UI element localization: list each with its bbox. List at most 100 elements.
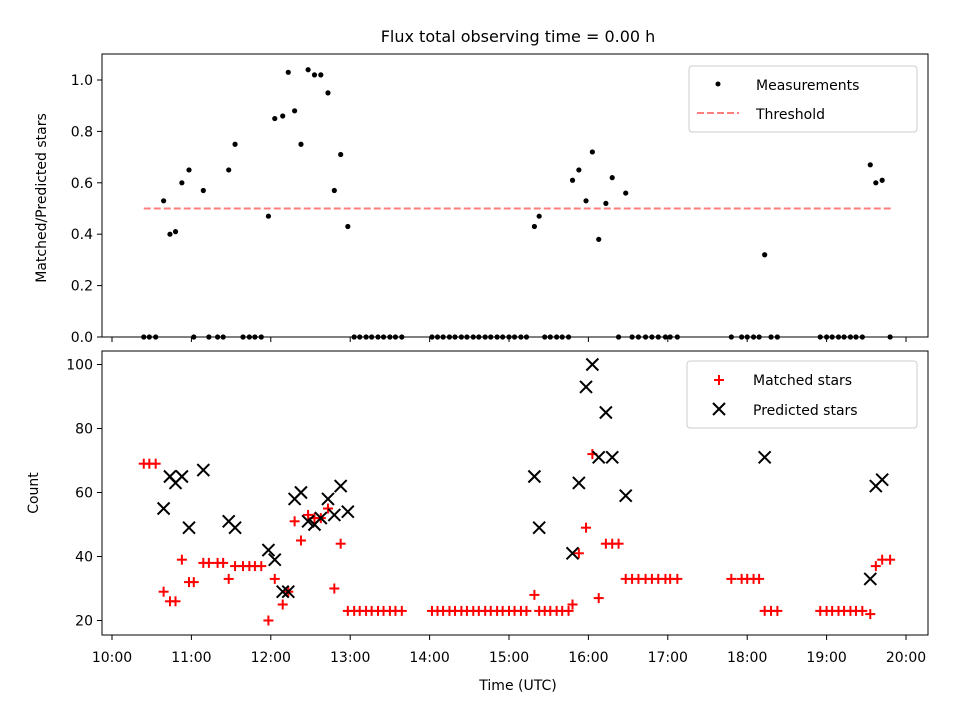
measurement-point xyxy=(750,334,757,340)
measurement-point xyxy=(559,334,565,340)
count-y-axis-label: Count xyxy=(26,472,42,514)
figure-title: Flux total observing time = 0.00 h xyxy=(381,27,656,46)
predicted-stars-point xyxy=(321,492,335,506)
predicted-stars-point xyxy=(301,514,315,529)
measurement-point xyxy=(167,231,173,237)
x-tick-label: 12:00 xyxy=(251,650,291,666)
measurement-point xyxy=(867,162,873,168)
measurement-point xyxy=(756,334,762,340)
predicted-stars-point xyxy=(156,501,171,516)
measurement-point xyxy=(240,334,246,340)
matched-stars-point xyxy=(335,538,346,549)
matched-stars-point xyxy=(521,605,532,616)
predicted-stars-point xyxy=(228,520,242,535)
measurement-point xyxy=(774,334,780,340)
count-legend-box xyxy=(686,360,918,429)
measurement-point xyxy=(338,151,344,158)
matched-stars-point xyxy=(726,573,737,584)
count-y-tick-label: 60 xyxy=(75,486,93,502)
matched-stars-point xyxy=(269,573,280,584)
measurement-point xyxy=(603,200,609,206)
measurements-legend-marker xyxy=(715,81,721,87)
measurement-point xyxy=(667,334,673,340)
measurement-point xyxy=(662,334,669,340)
measurement-point xyxy=(153,334,159,340)
predicted-stars-point xyxy=(592,450,606,465)
measurement-point xyxy=(215,334,221,340)
matched-stars-point xyxy=(203,557,214,568)
measurement-point xyxy=(280,113,286,119)
measurement-point xyxy=(841,334,847,340)
ratio-y-tick-label: 0.4 xyxy=(71,227,93,243)
matched-stars-point xyxy=(289,516,300,527)
measurement-point xyxy=(258,334,264,340)
measurement-point xyxy=(596,236,602,242)
measurement-point xyxy=(265,213,272,219)
measurement-point xyxy=(272,115,278,122)
matched-stars-point xyxy=(865,609,876,620)
measurement-point xyxy=(728,334,734,340)
measurement-point xyxy=(500,334,506,340)
predicted-stars-point xyxy=(327,508,342,522)
measurement-point xyxy=(609,175,615,181)
matched-stars-point xyxy=(277,599,288,610)
measurement-point xyxy=(434,334,441,340)
measurement-point xyxy=(331,187,337,194)
predicted-stars-point xyxy=(757,450,772,465)
measurement-point xyxy=(246,334,252,340)
measurement-point xyxy=(387,334,393,340)
measurement-point xyxy=(536,213,542,219)
predicted-stars-point xyxy=(268,552,282,567)
measurement-point xyxy=(357,334,363,340)
measurement-point xyxy=(835,334,842,340)
measurement-point xyxy=(523,334,530,340)
predicted-stars-point xyxy=(281,584,295,599)
x-tick-label: 16:00 xyxy=(568,650,608,666)
predicted-stars-point xyxy=(294,485,308,500)
measurement-point xyxy=(879,177,885,183)
measurement-point xyxy=(583,198,589,204)
count-y-tick-label: 20 xyxy=(75,614,93,630)
measurement-point xyxy=(649,334,655,340)
predicted-stars-point xyxy=(175,469,189,484)
matched-stars-point xyxy=(567,599,578,610)
measurement-point xyxy=(542,334,548,340)
x-tick-label: 20:00 xyxy=(886,650,926,666)
predicted-stars-point xyxy=(532,520,546,535)
measurement-point xyxy=(739,334,745,340)
ratio-y-tick-label: 0.8 xyxy=(71,124,93,140)
x-tick-label: 19:00 xyxy=(806,650,846,666)
measurement-point xyxy=(363,334,369,340)
predicted-stars-point xyxy=(572,476,586,490)
measurement-point xyxy=(518,334,524,340)
matched-stars-point xyxy=(176,554,187,565)
measurement-point xyxy=(565,334,572,340)
measurement-point xyxy=(172,229,179,235)
matched-stars-point xyxy=(593,593,604,604)
predicted-stars-point xyxy=(619,488,633,503)
measurement-point xyxy=(311,72,318,78)
measurement-point xyxy=(470,334,476,340)
matched-legend-label: Matched stars xyxy=(753,373,852,389)
matched-stars-point xyxy=(329,583,340,594)
matched-stars-point xyxy=(613,538,624,549)
measurement-point xyxy=(817,334,823,340)
matched-stars-point xyxy=(870,561,881,572)
measurement-point xyxy=(589,149,595,155)
measurement-point xyxy=(511,334,518,340)
x-tick-label: 15:00 xyxy=(489,650,529,666)
measurements-legend-label: Measurements xyxy=(756,78,859,94)
measurement-point xyxy=(476,334,482,340)
measurement-point xyxy=(375,334,381,340)
measurement-point xyxy=(226,167,232,173)
predicted-stars-point xyxy=(565,546,580,561)
x-tick-label: 18:00 xyxy=(727,650,767,666)
measurement-point xyxy=(298,141,304,147)
x-tick-label: 14:00 xyxy=(409,650,449,666)
measurement-point xyxy=(674,334,680,340)
measurement-point xyxy=(369,334,375,340)
measurement-point xyxy=(768,334,774,340)
matched-legend-marker xyxy=(714,375,724,385)
count-y-tick-label: 80 xyxy=(75,422,93,438)
